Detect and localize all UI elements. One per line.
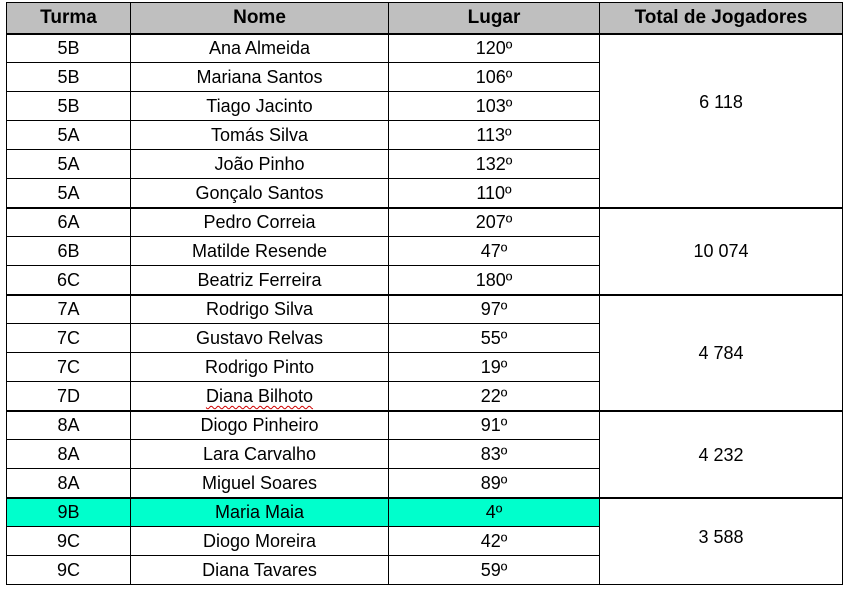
cell-lugar: 103º — [388, 91, 600, 121]
cell-nome: Tomás Silva — [130, 120, 389, 150]
table-row: 8A Lara Carvalho 83º — [6, 439, 843, 469]
table-row: 5A Gonçalo Santos 110º — [6, 178, 843, 208]
cell-nome: Miguel Soares — [130, 468, 389, 498]
header-lugar: Lugar — [388, 2, 600, 35]
cell-turma: 5A — [6, 178, 131, 208]
table-row: 5B Mariana Santos 106º — [6, 62, 843, 92]
cell-nome: Diana Tavares — [130, 555, 389, 585]
cell-lugar: 55º — [388, 323, 600, 353]
cell-lugar: 120º — [388, 33, 600, 63]
cell-lugar: 83º — [388, 439, 600, 469]
table-row: 5B Tiago Jacinto 103º — [6, 91, 843, 121]
cell-turma: 8A — [6, 439, 131, 469]
table-row: 6A Pedro Correia 207º 10 074 — [6, 206, 843, 295]
cell-lugar: 19º — [388, 352, 600, 382]
cell-nome: Diogo Pinheiro — [130, 409, 389, 440]
cell-turma: 9C — [6, 555, 131, 585]
cell-turma: 7D — [6, 381, 131, 411]
table-row: 8A Diogo Pinheiro 91º 4 232 — [6, 409, 843, 498]
cell-nome: Diogo Moreira — [130, 526, 389, 556]
spellcheck-flagged-name: Diana Bilhoto — [205, 385, 314, 406]
cell-nome: Beatriz Ferreira — [130, 265, 389, 295]
cell-turma: 7C — [6, 352, 131, 382]
total-players-grade-6: 10 074 — [599, 206, 843, 295]
cell-lugar: 47º — [388, 236, 600, 266]
cell-lugar: 97º — [388, 293, 600, 324]
cell-turma: 9C — [6, 526, 131, 556]
table-row: 5A João Pinho 132º — [6, 149, 843, 179]
cell-lugar: 22º — [388, 381, 600, 411]
table-row: 7D Diana Bilhoto 22º — [6, 381, 843, 411]
cell-lugar: 207º — [388, 206, 600, 237]
cell-nome: Rodrigo Silva — [130, 293, 389, 324]
cell-nome: Pedro Correia — [130, 206, 389, 237]
total-players-grade-7: 4 784 — [599, 293, 843, 411]
cell-turma: 5A — [6, 120, 131, 150]
cell-nome: Gustavo Relvas — [130, 323, 389, 353]
header-row: Turma Nome Lugar Total de Jogadores — [6, 2, 843, 35]
cell-lugar: 106º — [388, 62, 600, 92]
table-row: 5A Tomás Silva 113º — [6, 120, 843, 150]
cell-turma: 5B — [6, 33, 131, 63]
cell-lugar: 89º — [388, 468, 600, 498]
cell-lugar: 132º — [388, 149, 600, 179]
table-row: 5B Ana Almeida 120º 6 118 — [6, 33, 843, 208]
cell-nome: Tiago Jacinto — [130, 91, 389, 121]
cell-turma: 8A — [6, 468, 131, 498]
students-ranking-table: Turma Nome Lugar Total de Jogadores 5B A… — [6, 2, 843, 585]
cell-nome: Diana Bilhoto — [130, 381, 389, 411]
cell-nome: Maria Maia — [130, 496, 389, 527]
table-row: 6B Matilde Resende 47º — [6, 236, 843, 266]
cell-nome: Ana Almeida — [130, 33, 389, 63]
cell-turma: 6C — [6, 265, 131, 295]
table-row: 7A Rodrigo Silva 97º 4 784 — [6, 293, 843, 411]
table-row: 7C Gustavo Relvas 55º — [6, 323, 843, 353]
table-row-highlighted: 9B Maria Maia 4º 3 588 — [6, 496, 843, 585]
cell-lugar: 110º — [388, 178, 600, 208]
cell-turma: 9B — [6, 496, 131, 527]
total-players-grade-9: 3 588 — [599, 496, 843, 585]
header-nome: Nome — [130, 2, 389, 35]
total-players-grade-5: 6 118 — [599, 33, 843, 208]
cell-lugar: 91º — [388, 409, 600, 440]
table-row: 6C Beatriz Ferreira 180º — [6, 265, 843, 295]
cell-lugar: 180º — [388, 265, 600, 295]
cell-turma: 6A — [6, 206, 131, 237]
header-total: Total de Jogadores — [599, 2, 843, 35]
cell-lugar: 42º — [388, 526, 600, 556]
cell-nome: Mariana Santos — [130, 62, 389, 92]
cell-turma: 5B — [6, 91, 131, 121]
header-turma: Turma — [6, 2, 131, 35]
cell-nome: Lara Carvalho — [130, 439, 389, 469]
cell-turma: 6B — [6, 236, 131, 266]
total-players-grade-8: 4 232 — [599, 409, 843, 498]
cell-turma: 5B — [6, 62, 131, 92]
cell-nome: Rodrigo Pinto — [130, 352, 389, 382]
cell-nome: João Pinho — [130, 149, 389, 179]
cell-turma: 5A — [6, 149, 131, 179]
cell-lugar: 4º — [388, 496, 600, 527]
cell-turma: 7C — [6, 323, 131, 353]
cell-turma: 8A — [6, 409, 131, 440]
cell-nome: Matilde Resende — [130, 236, 389, 266]
cell-lugar: 59º — [388, 555, 600, 585]
cell-turma: 7A — [6, 293, 131, 324]
cell-nome: Gonçalo Santos — [130, 178, 389, 208]
table-row: 7C Rodrigo Pinto 19º — [6, 352, 843, 382]
table-row: 9C Diana Tavares 59º — [6, 555, 843, 585]
cell-lugar: 113º — [388, 120, 600, 150]
